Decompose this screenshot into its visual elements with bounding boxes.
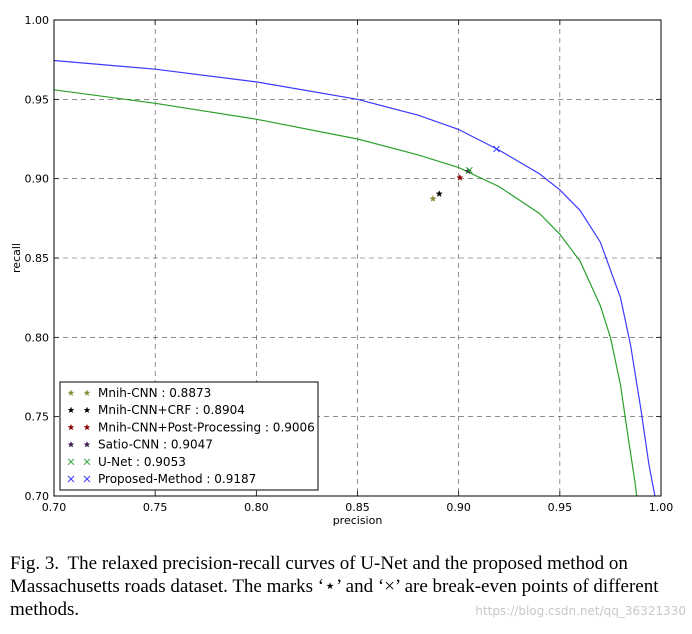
curve-proposed-method — [54, 59, 656, 496]
legend-entry: Satio-CNN : 0.9047 — [98, 438, 213, 452]
legend-entry: Proposed-Method : 0.9187 — [98, 472, 256, 486]
legend-entry: Mnih-CNN+CRF : 0.8904 — [98, 403, 245, 417]
y-tick-label: 0.90 — [25, 173, 50, 186]
y-tick-label: 0.80 — [25, 331, 50, 344]
break-even-marker — [429, 195, 437, 202]
legend-box — [59, 381, 319, 491]
legend-marker — [83, 423, 91, 431]
figure: 0.70 0.75 0.80 0.85 0.90 0.95 1.00 0.70 0.75 0.80… — [10, 14, 674, 527]
x-axis-title: precision — [333, 514, 383, 527]
legend-entry: U-Net : 0.9053 — [98, 455, 186, 469]
break-even-marker — [466, 166, 473, 174]
y-tick-label: 1.00 — [25, 14, 50, 27]
legend-marker — [67, 475, 75, 483]
x-tick-label: 0.80 — [244, 501, 269, 514]
y-axis-title: recall — [10, 243, 23, 273]
x-tick-label: 0.70 — [42, 501, 67, 514]
legend-marker — [83, 475, 91, 483]
legend-marker — [67, 389, 75, 396]
legend-marker — [83, 441, 91, 448]
legend-marker — [67, 423, 75, 431]
curve-u-net — [54, 89, 638, 496]
figure-caption: Fig. 3. The relaxed precision-recall cur… — [10, 552, 682, 621]
break-even-marker — [493, 145, 500, 153]
y-tick-label: 0.70 — [25, 490, 50, 503]
figure-caption-label: Fig. 3. — [10, 553, 60, 574]
x-tick-label: 1.00 — [649, 501, 674, 514]
watermark: https://blog.csdn.net/qq_36321330 — [475, 604, 686, 618]
y-tick-label: 0.75 — [25, 411, 50, 424]
legend-entry: Mnih-CNN : 0.8873 — [98, 386, 211, 400]
pr-curve-chart: 0.70 0.75 0.80 0.85 0.90 0.95 1.00 0.70 0.75 0.80… — [10, 14, 674, 527]
figure-caption-text: The relaxed precision-recall curves of U… — [10, 553, 659, 620]
x-tick-label: 0.75 — [143, 501, 168, 514]
legend-entry: Mnih-CNN+Post-Processing : 0.9006 — [98, 420, 315, 434]
break-even-marker — [435, 190, 443, 197]
legend-marker — [67, 441, 75, 448]
x-tick-label: 0.85 — [345, 501, 370, 514]
legend-marker — [83, 389, 91, 396]
legend-marker — [67, 458, 75, 466]
x-tick-label: 0.90 — [446, 501, 471, 514]
break-even-marker — [456, 173, 464, 181]
x-tick-label: 0.95 — [548, 501, 573, 514]
legend-marker — [67, 406, 75, 414]
legend-marker — [83, 406, 91, 414]
legend-marker — [83, 458, 91, 466]
legend: Mnih-CNN : 0.8873 Mnih-CNN+CRF : 0.8904 Mn… — [59, 381, 319, 491]
y-tick-label: 0.85 — [25, 252, 50, 265]
y-tick-label: 0.95 — [25, 93, 50, 106]
